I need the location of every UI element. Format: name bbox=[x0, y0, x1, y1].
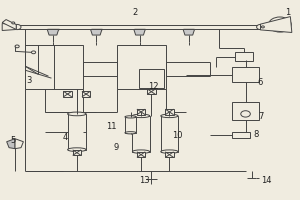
Ellipse shape bbox=[125, 132, 136, 134]
Circle shape bbox=[12, 22, 15, 24]
Bar bbox=[63, 91, 72, 97]
Polygon shape bbox=[15, 139, 23, 149]
Text: 3: 3 bbox=[26, 76, 32, 85]
Text: 7: 7 bbox=[258, 112, 263, 121]
Circle shape bbox=[268, 17, 291, 32]
Bar bbox=[25, 45, 83, 89]
Bar bbox=[132, 116, 150, 152]
Polygon shape bbox=[2, 24, 16, 30]
Bar bbox=[137, 152, 145, 157]
Text: 9: 9 bbox=[113, 143, 118, 152]
Text: 5: 5 bbox=[10, 136, 15, 145]
Text: 13: 13 bbox=[139, 176, 149, 185]
Bar bbox=[117, 45, 167, 89]
Ellipse shape bbox=[68, 112, 86, 116]
Polygon shape bbox=[91, 29, 102, 35]
Polygon shape bbox=[7, 139, 15, 149]
Circle shape bbox=[261, 26, 264, 28]
Bar bbox=[68, 114, 86, 150]
Polygon shape bbox=[47, 29, 58, 35]
Bar bbox=[82, 91, 90, 97]
Circle shape bbox=[256, 24, 264, 30]
Text: 12: 12 bbox=[148, 82, 158, 91]
Bar bbox=[125, 117, 136, 133]
Bar bbox=[165, 109, 174, 115]
Bar bbox=[235, 52, 253, 61]
Text: 10: 10 bbox=[172, 131, 182, 140]
Polygon shape bbox=[2, 20, 16, 29]
Circle shape bbox=[32, 51, 36, 54]
Bar bbox=[161, 116, 178, 152]
Ellipse shape bbox=[68, 148, 86, 151]
Circle shape bbox=[14, 143, 16, 145]
Bar bbox=[73, 150, 81, 155]
Text: 6: 6 bbox=[258, 78, 263, 87]
Text: 14: 14 bbox=[261, 176, 272, 185]
Bar bbox=[165, 152, 174, 157]
Bar bbox=[232, 67, 259, 82]
Ellipse shape bbox=[161, 150, 178, 153]
Text: 2: 2 bbox=[132, 8, 138, 17]
Ellipse shape bbox=[132, 150, 150, 153]
Ellipse shape bbox=[125, 116, 136, 118]
Bar bbox=[137, 109, 145, 115]
Text: 8: 8 bbox=[253, 130, 259, 139]
Bar bbox=[232, 132, 250, 138]
Text: 11: 11 bbox=[106, 122, 116, 131]
Circle shape bbox=[15, 45, 19, 48]
Circle shape bbox=[241, 111, 250, 117]
Polygon shape bbox=[183, 29, 194, 35]
Ellipse shape bbox=[161, 114, 178, 118]
Bar bbox=[232, 102, 259, 120]
Text: 4: 4 bbox=[62, 133, 68, 142]
Polygon shape bbox=[134, 29, 145, 35]
Polygon shape bbox=[260, 17, 292, 32]
Bar bbox=[147, 89, 155, 94]
Bar bbox=[139, 69, 164, 88]
Ellipse shape bbox=[132, 114, 150, 118]
Text: 1: 1 bbox=[285, 8, 290, 17]
Circle shape bbox=[13, 24, 21, 30]
